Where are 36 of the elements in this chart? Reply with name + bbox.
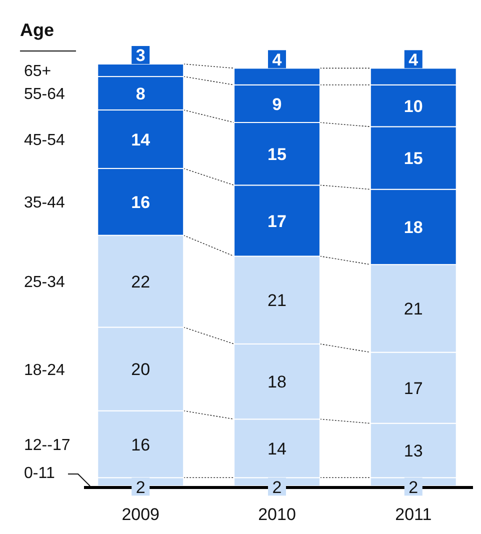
data-label: 17 <box>404 378 423 398</box>
text: 65+ <box>24 63 52 80</box>
data-label: 3 <box>136 46 146 66</box>
text: 25-34 <box>24 274 66 292</box>
data-label: 22 <box>131 272 150 292</box>
text: 35-44 <box>24 194 66 212</box>
data-label: 17 <box>268 212 286 231</box>
data-label: 18 <box>268 372 286 392</box>
data-label: 14 <box>268 440 286 459</box>
text: 55-64 <box>24 86 66 104</box>
data-label: 8 <box>136 84 146 104</box>
data-label: 21 <box>404 300 423 319</box>
data-label: 16 <box>131 435 150 454</box>
text: 0-11 <box>24 464 55 482</box>
data-label: 15 <box>268 144 286 164</box>
text: 45-54 <box>24 132 66 149</box>
data-label: 16 <box>131 193 150 212</box>
data-label: 14 <box>131 130 151 150</box>
data-label: 4 <box>408 50 419 70</box>
data-label: 13 <box>404 442 423 461</box>
series-label: 12--17 <box>24 436 70 454</box>
data-label: 21 <box>268 291 286 310</box>
x-tick-label: 2009 <box>122 505 160 524</box>
x-tick-label: 2010 <box>258 505 296 524</box>
data-label: 9 <box>272 94 282 114</box>
x-tick-label: 2011 <box>395 505 432 524</box>
data-label: 20 <box>131 360 150 380</box>
legend-title: Age <box>20 20 54 40</box>
data-label: 18 <box>404 218 423 238</box>
text: 18-24 <box>24 362 66 379</box>
data-label: 10 <box>404 96 423 116</box>
data-label: 4 <box>272 50 282 70</box>
data-label: 15 <box>404 149 423 168</box>
data-label: 2 <box>408 478 418 497</box>
data-label: 2 <box>136 478 146 497</box>
data-label: 2 <box>272 478 282 497</box>
